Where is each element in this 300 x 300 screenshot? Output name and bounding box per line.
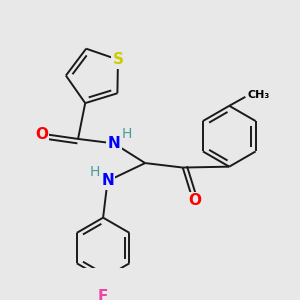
Text: F: F: [98, 289, 108, 300]
Text: H: H: [90, 165, 100, 179]
Text: H: H: [121, 128, 131, 141]
Text: O: O: [188, 193, 201, 208]
Text: O: O: [35, 127, 48, 142]
Text: S: S: [112, 52, 124, 67]
Text: N: N: [101, 173, 114, 188]
Text: N: N: [107, 136, 120, 151]
Text: CH₃: CH₃: [247, 90, 269, 100]
